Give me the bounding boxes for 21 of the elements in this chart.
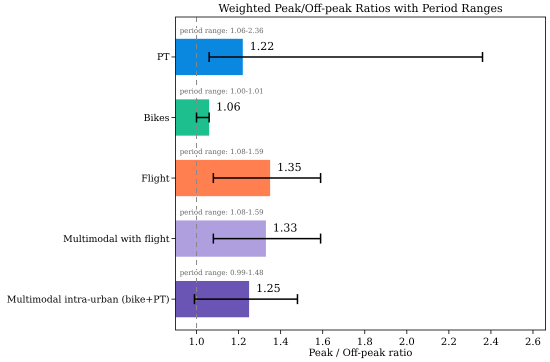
x-tick-label: 2.6 [525,337,541,348]
data-label: 1.22 [250,40,274,53]
x-tick-label: 2.2 [440,337,457,348]
chart-title: Weighted Peak/Off-peak Ratios with Period Ranges [218,2,504,15]
data-label: 1.33 [272,222,298,235]
y-tick-label: Multimodal intra-urban (bike+PT) [6,294,170,306]
y-tick-label: Flight [141,173,170,184]
y-tick-label: PT [156,52,170,64]
data-label: 1.06 [216,100,241,114]
x-tick-label: 1.8 [356,337,373,348]
x-tick-label: 1.4 [272,337,289,348]
y-tick-label: Bikes [144,112,170,124]
x-tick-label: 2.0 [398,337,415,348]
x-tick-label: 1.0 [188,337,204,348]
data-label: 1.35 [277,161,302,174]
y-tick-label: Multimodal with flight [63,234,170,245]
x-tick-label: 2.4 [482,337,499,348]
x-tick-label: 1.6 [314,337,331,348]
x-tick-label: 1.2 [230,337,247,348]
data-label: 1.25 [256,282,281,296]
x-axis-title: Peak / Off-peak ratio [308,348,412,359]
